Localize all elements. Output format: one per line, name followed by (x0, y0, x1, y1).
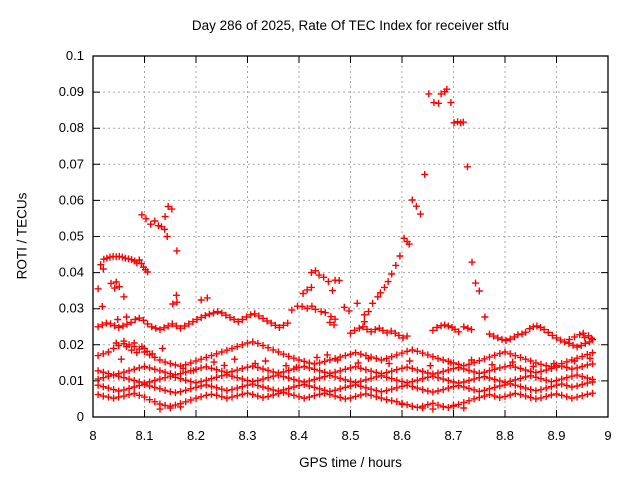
data-points-cluster-8.4 (288, 267, 353, 329)
x-tick-label: 8.4 (290, 428, 308, 443)
y-tick-label: 0.02 (59, 337, 84, 352)
y-tick-label: 0.1 (66, 48, 84, 63)
y-axis-title: ROTI / TECUs (14, 192, 30, 280)
x-tick-label: 8.2 (187, 428, 205, 443)
data-points-band-strand-5 (94, 338, 596, 371)
x-tick-label: 8.6 (393, 428, 411, 443)
x-tick-label: 8.7 (444, 428, 462, 443)
data-points-band-noise (112, 337, 594, 413)
data-points-right-arch-and-rise (522, 322, 597, 351)
data-points-band-strand-3 (94, 371, 596, 387)
x-tick-label: 8 (89, 428, 96, 443)
y-tick-label: 0.03 (59, 301, 84, 316)
grid-lines (93, 56, 608, 417)
y-tick-label: 0.04 (59, 265, 84, 280)
chart-title: Day 286 of 2025, Rate Of TEC Index for r… (191, 18, 510, 33)
y-tick-label: 0.08 (59, 120, 84, 135)
data-points-right-upper-band (486, 330, 526, 344)
y-tick-label: 0.06 (59, 192, 84, 207)
y-tick-label: 0.09 (59, 84, 84, 99)
data-points-band-strand-2 (94, 378, 596, 397)
y-tick-label: 0.07 (59, 156, 84, 171)
plot-border (92, 55, 609, 418)
x-tick-label: 8.3 (238, 428, 256, 443)
data-points-left-scatter (94, 247, 211, 323)
y-tick-label: 0.05 (59, 229, 84, 244)
x-tick-label: 8.8 (496, 428, 514, 443)
data-points-band-strand-4 (94, 360, 596, 379)
data-points-mid-upper-band (347, 321, 475, 342)
data-points-left-cluster-0.05-0.058 (138, 203, 176, 240)
x-tick-label: 9 (604, 428, 611, 443)
y-tick-label: 0.01 (59, 373, 84, 388)
data-points-left-arc-0.044 (97, 252, 152, 276)
x-tick-label: 8.5 (341, 428, 359, 443)
data-points-upper-band-strand-left (94, 308, 292, 334)
y-tick-label: 0 (77, 409, 84, 424)
x-tick-label: 8.1 (135, 428, 153, 443)
data-points-peak-8.7 (353, 85, 489, 326)
data-points-band-strand-lowest (94, 389, 596, 412)
x-axis-title: GPS time / hours (299, 455, 402, 470)
x-tick-label: 8.9 (547, 428, 565, 443)
